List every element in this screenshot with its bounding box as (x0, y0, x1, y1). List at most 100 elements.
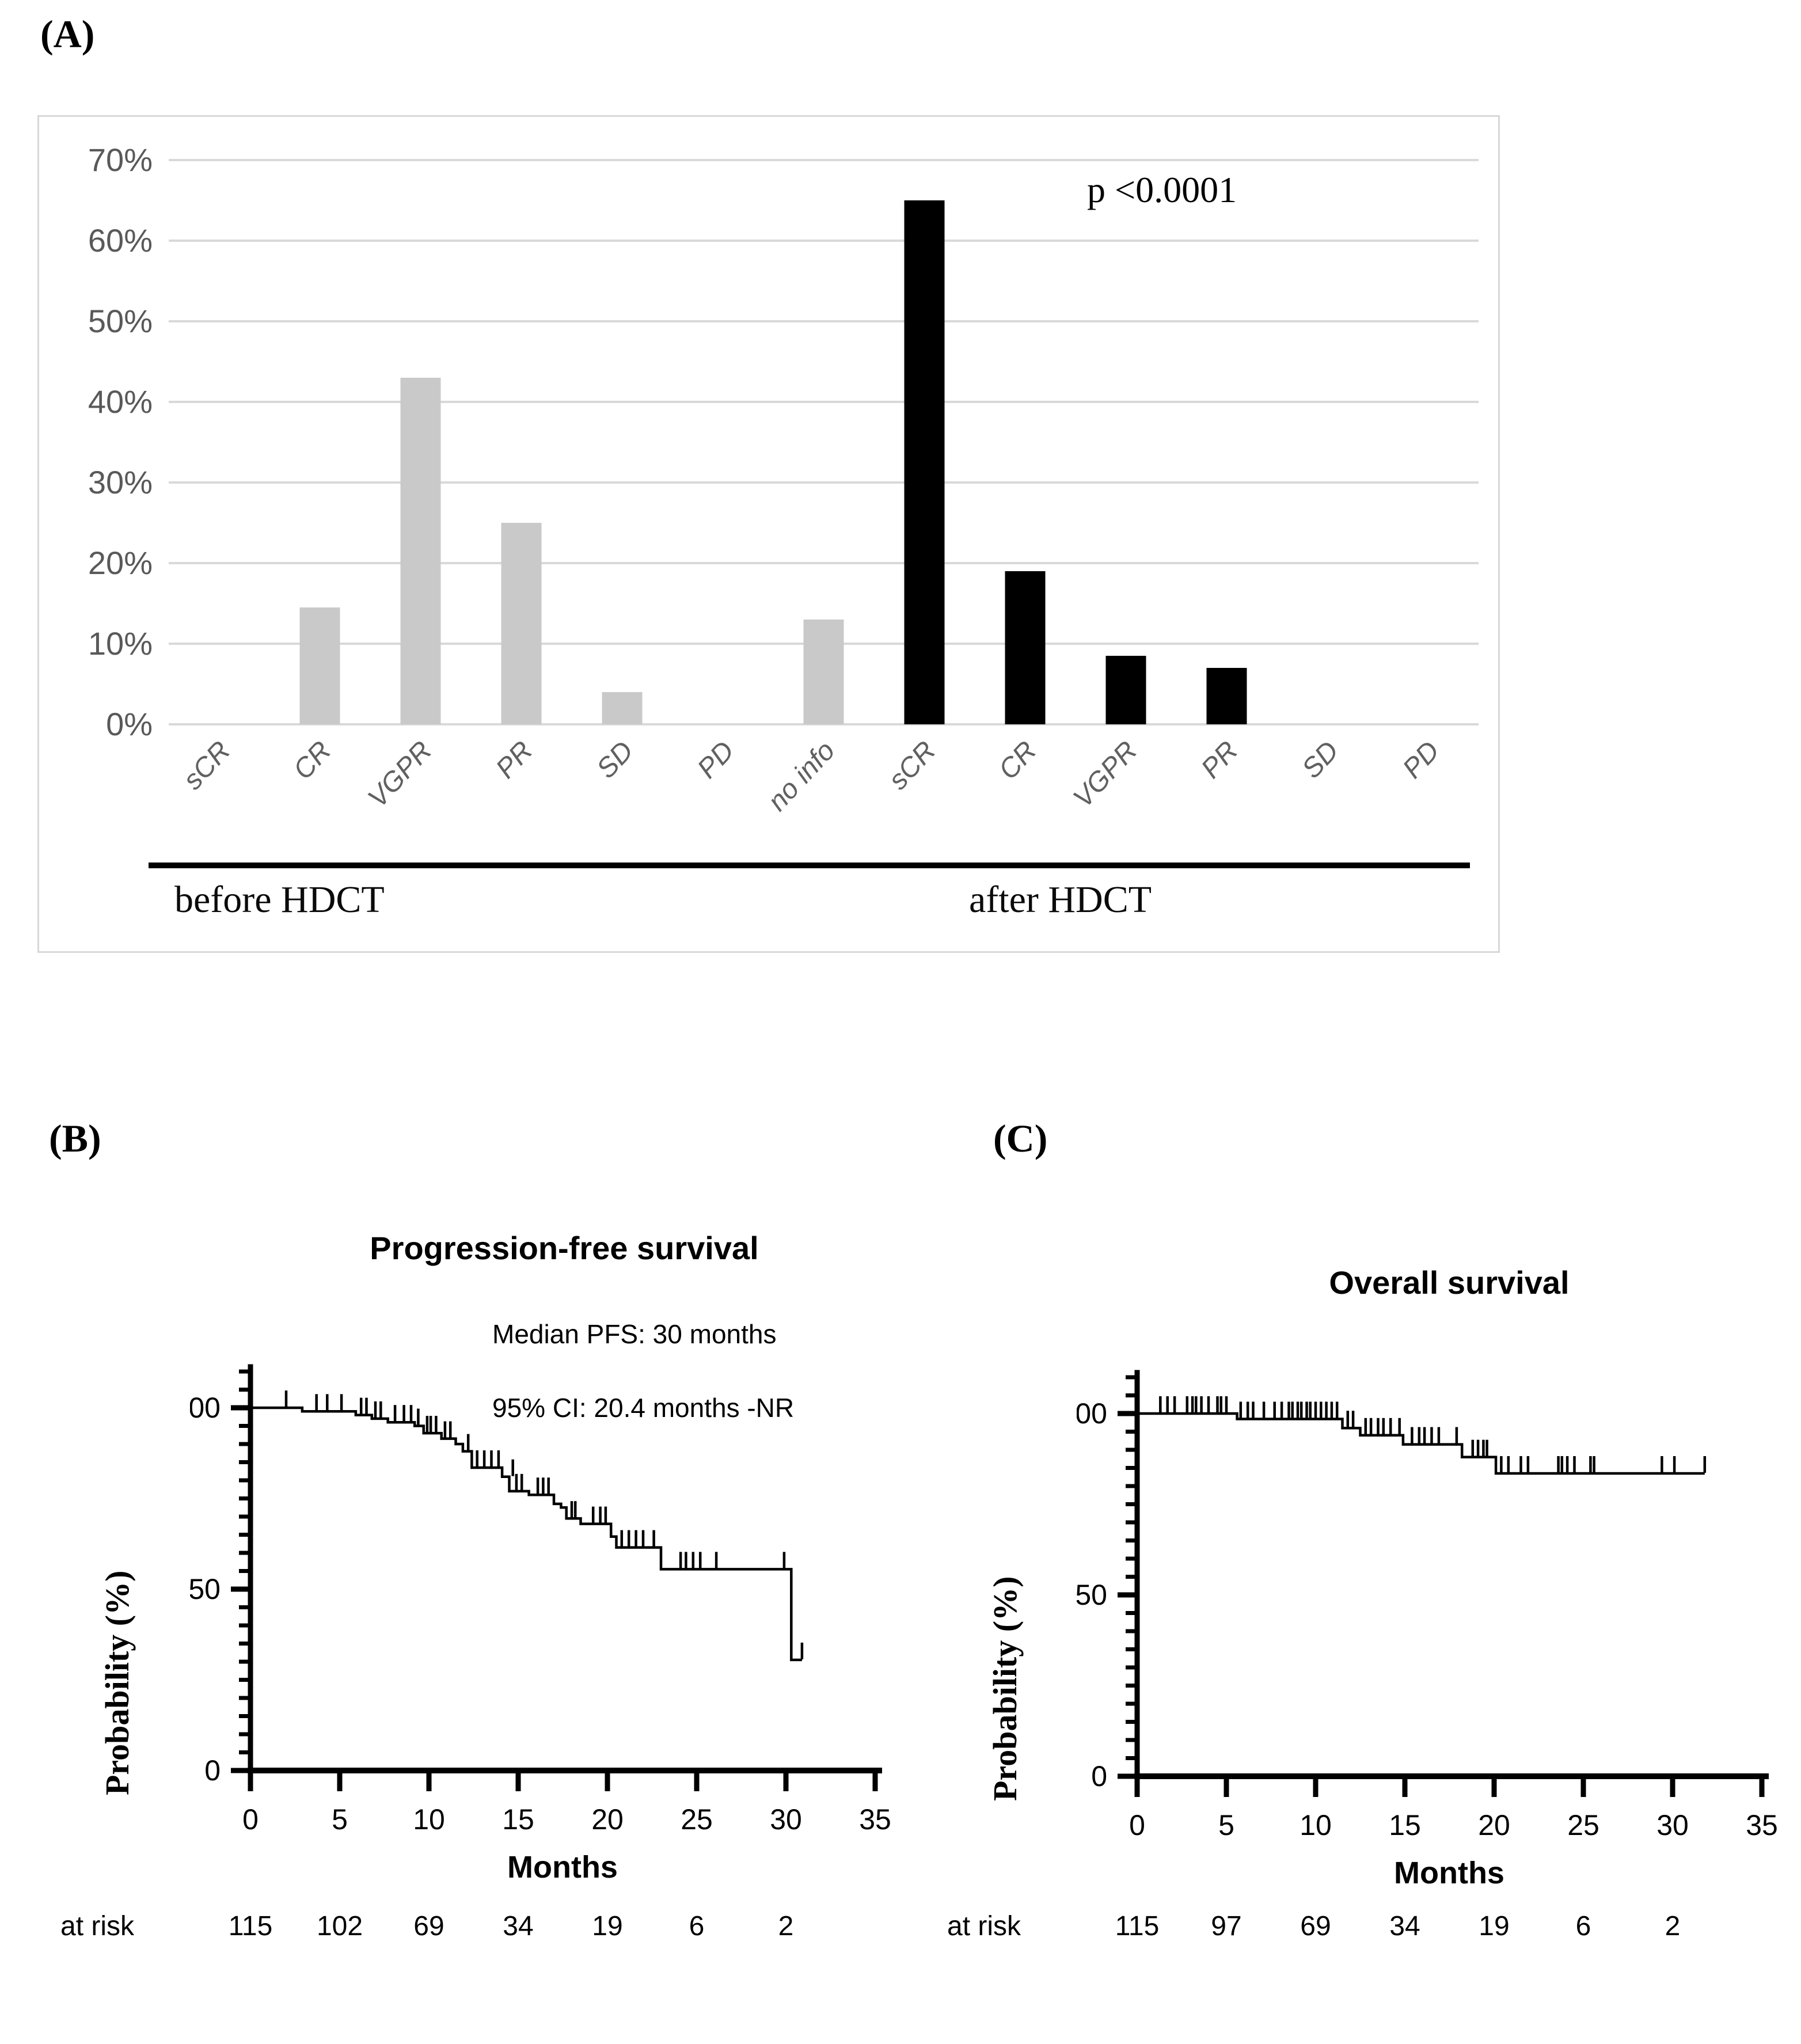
km-curve (1137, 1412, 1705, 1475)
x-axis: 0 5 10 15 20 25 30 35 (242, 1768, 891, 1836)
y-tick-label: 50 (1077, 1579, 1107, 1611)
bar-chart-panel: 0% 10% 20% 30% 40% 50% 60% 70% sCR CR VGPR PR SD PD no… (37, 115, 1500, 953)
bars (299, 200, 1247, 724)
y-tick-label: 50 (190, 1573, 221, 1605)
pfs-y-axis-label: Probability (%) (98, 1570, 136, 1795)
pfs-x-axis-label: Months (507, 1850, 618, 1885)
category-label: sCR (177, 735, 236, 795)
category-label: sCR (883, 735, 941, 795)
category-label: no info (762, 735, 841, 817)
svg-text:50%: 50% (88, 303, 153, 339)
x-tick-label: 10 (1300, 1809, 1332, 1841)
panel-a-label: (A) (40, 12, 95, 56)
censor-ticks (284, 1390, 804, 1659)
os-x-axis-label: Months (1394, 1856, 1504, 1890)
y-tick-label: 0 (204, 1754, 221, 1787)
at-risk-value: 69 (1300, 1911, 1331, 1942)
pfs-median-annotation: Median PFS: 30 months (492, 1319, 777, 1349)
y-tick-label: 100 (190, 1392, 221, 1424)
x-tick-label: 25 (1567, 1809, 1599, 1841)
bar (400, 378, 441, 724)
x-tick-label: 20 (1478, 1809, 1510, 1841)
x-tick-label: 0 (242, 1803, 259, 1836)
category-label: PD (1397, 735, 1445, 784)
at-risk-value: 2 (1665, 1911, 1681, 1942)
pfs-km-chart: 0 50 100 0 5 10 15 20 25 30 35 (173, 1364, 891, 1836)
svg-text:10%: 10% (88, 625, 153, 662)
at-risk-value: 34 (1389, 1911, 1420, 1942)
x-tick-label: 30 (1656, 1809, 1689, 1841)
x-tick-label: 0 (1129, 1809, 1145, 1841)
y-tick-labels: 0% 10% 20% 30% 40% 50% 60% 70% (88, 142, 153, 742)
category-labels: sCR CR VGPR PR SD PD no info sCR CR VGPR PR SD PD (177, 735, 1445, 817)
category-label: PD (691, 735, 740, 784)
bar (602, 692, 643, 724)
category-label: SD (591, 735, 639, 784)
svg-text:0%: 0% (106, 706, 153, 742)
p-value-annotation: p <0.0001 (1087, 169, 1237, 210)
svg-text:30%: 30% (88, 464, 153, 500)
at-risk-value: 115 (228, 1911, 273, 1942)
pfs-at-risk-label: at risk (60, 1911, 135, 1942)
y-axis: 0 50 100 (1059, 1370, 1140, 1792)
at-risk-value: 6 (1575, 1911, 1591, 1942)
svg-text:40%: 40% (88, 383, 153, 420)
x-tick-label: 30 (770, 1803, 802, 1836)
x-tick-label: 5 (1218, 1809, 1234, 1841)
os-title: Overall survival (1329, 1264, 1570, 1301)
at-risk-value: 115 (1115, 1911, 1160, 1942)
bar (1105, 656, 1146, 724)
panel-c-label: (C) (993, 1116, 1048, 1160)
x-tick-label: 35 (1746, 1809, 1778, 1841)
at-risk-value: 2 (778, 1911, 794, 1942)
x-tick-label: 35 (859, 1803, 891, 1836)
x-tick-label: 5 (332, 1803, 348, 1836)
bar (904, 200, 945, 724)
x-tick-label: 20 (591, 1803, 624, 1836)
x-axis: 0 5 10 15 20 25 30 35 (1129, 1773, 1778, 1841)
x-tick-label: 10 (413, 1803, 445, 1836)
category-label: PR (490, 735, 538, 784)
gridlines (169, 159, 1479, 725)
bar (803, 620, 844, 724)
at-risk-value: 6 (689, 1911, 705, 1942)
response-bar-chart: 0% 10% 20% 30% 40% 50% 60% 70% sCR CR VGPR PR SD PD no… (88, 142, 1479, 868)
pfs-title: Progression-free survival (370, 1230, 759, 1266)
os-plot: 0 50 100 0 5 10 15 20 25 30 35 (1059, 1353, 1801, 1871)
category-label: VGPR (362, 735, 438, 814)
os-y-axis-label: Probability (%) (986, 1576, 1024, 1801)
category-label: SD (1296, 735, 1344, 784)
at-risk-value: 97 (1211, 1911, 1242, 1942)
x-tick-label: 25 (681, 1803, 713, 1836)
group-label-after-hdct: after HDCT (969, 879, 1152, 921)
at-risk-value: 34 (503, 1911, 534, 1942)
x-tick-label: 15 (502, 1803, 534, 1836)
pfs-plot: 0 50 100 0 5 10 15 20 25 30 35 (173, 1347, 933, 1866)
panel-b-label: (B) (49, 1116, 101, 1160)
category-label: PR (1195, 735, 1244, 784)
at-risk-value: 69 (413, 1911, 444, 1942)
category-label: CR (288, 735, 337, 785)
censor-ticks (1159, 1396, 1707, 1473)
pfs-ci-annotation: 95% CI: 20.4 months -NR (492, 1393, 795, 1423)
os-at-risk-label: at risk (947, 1911, 1021, 1942)
bar (501, 523, 542, 724)
at-risk-value: 102 (316, 1911, 363, 1942)
at-risk-value: 19 (592, 1911, 623, 1942)
category-label: VGPR (1067, 735, 1143, 814)
at-risk-value: 19 (1479, 1911, 1510, 1942)
svg-text:70%: 70% (88, 142, 153, 178)
category-label: CR (993, 735, 1043, 785)
bar (1206, 668, 1247, 724)
bar (1005, 571, 1046, 724)
y-tick-label: 0 (1091, 1760, 1107, 1792)
os-km-chart: 0 50 100 0 5 10 15 20 25 30 35 (1059, 1370, 1778, 1841)
y-axis: 0 50 100 (173, 1364, 253, 1787)
bar (299, 607, 340, 724)
y-tick-label: 100 (1077, 1397, 1107, 1430)
svg-text:60%: 60% (88, 222, 153, 259)
x-tick-label: 15 (1389, 1809, 1421, 1841)
svg-text:20%: 20% (88, 545, 153, 581)
group-label-before-hdct: before HDCT (174, 879, 385, 921)
